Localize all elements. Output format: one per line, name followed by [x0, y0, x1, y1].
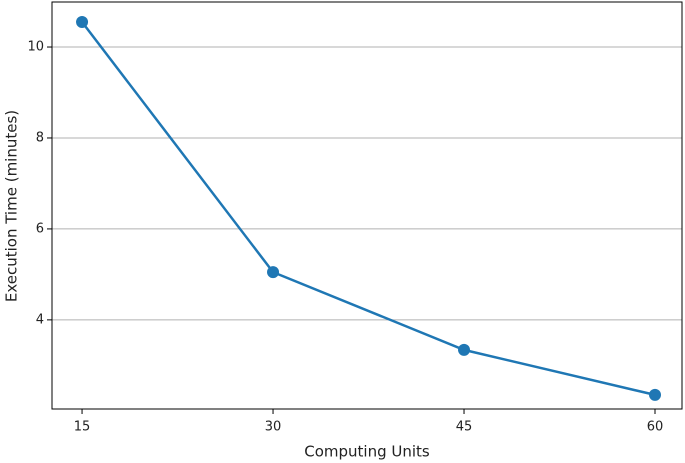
x-tick-label: 30: [265, 420, 282, 435]
line: [81, 21, 656, 397]
x-tick-label: 45: [456, 420, 473, 435]
y-tick-label: 10: [27, 40, 44, 55]
y-tick-label: 8: [36, 130, 44, 145]
y-tick-label: 6: [36, 221, 44, 236]
plot-frame: [51, 1, 683, 410]
y-axis-label: Execution Time (minutes): [3, 110, 21, 302]
x-tick-label: 15: [74, 420, 91, 435]
point: [76, 16, 89, 29]
point: [649, 388, 662, 401]
point: [458, 343, 471, 356]
point: [267, 266, 280, 279]
x-tick-label: 60: [647, 420, 664, 435]
y-tick-label: 4: [36, 312, 44, 327]
x-axis-label: Computing Units: [304, 443, 430, 461]
